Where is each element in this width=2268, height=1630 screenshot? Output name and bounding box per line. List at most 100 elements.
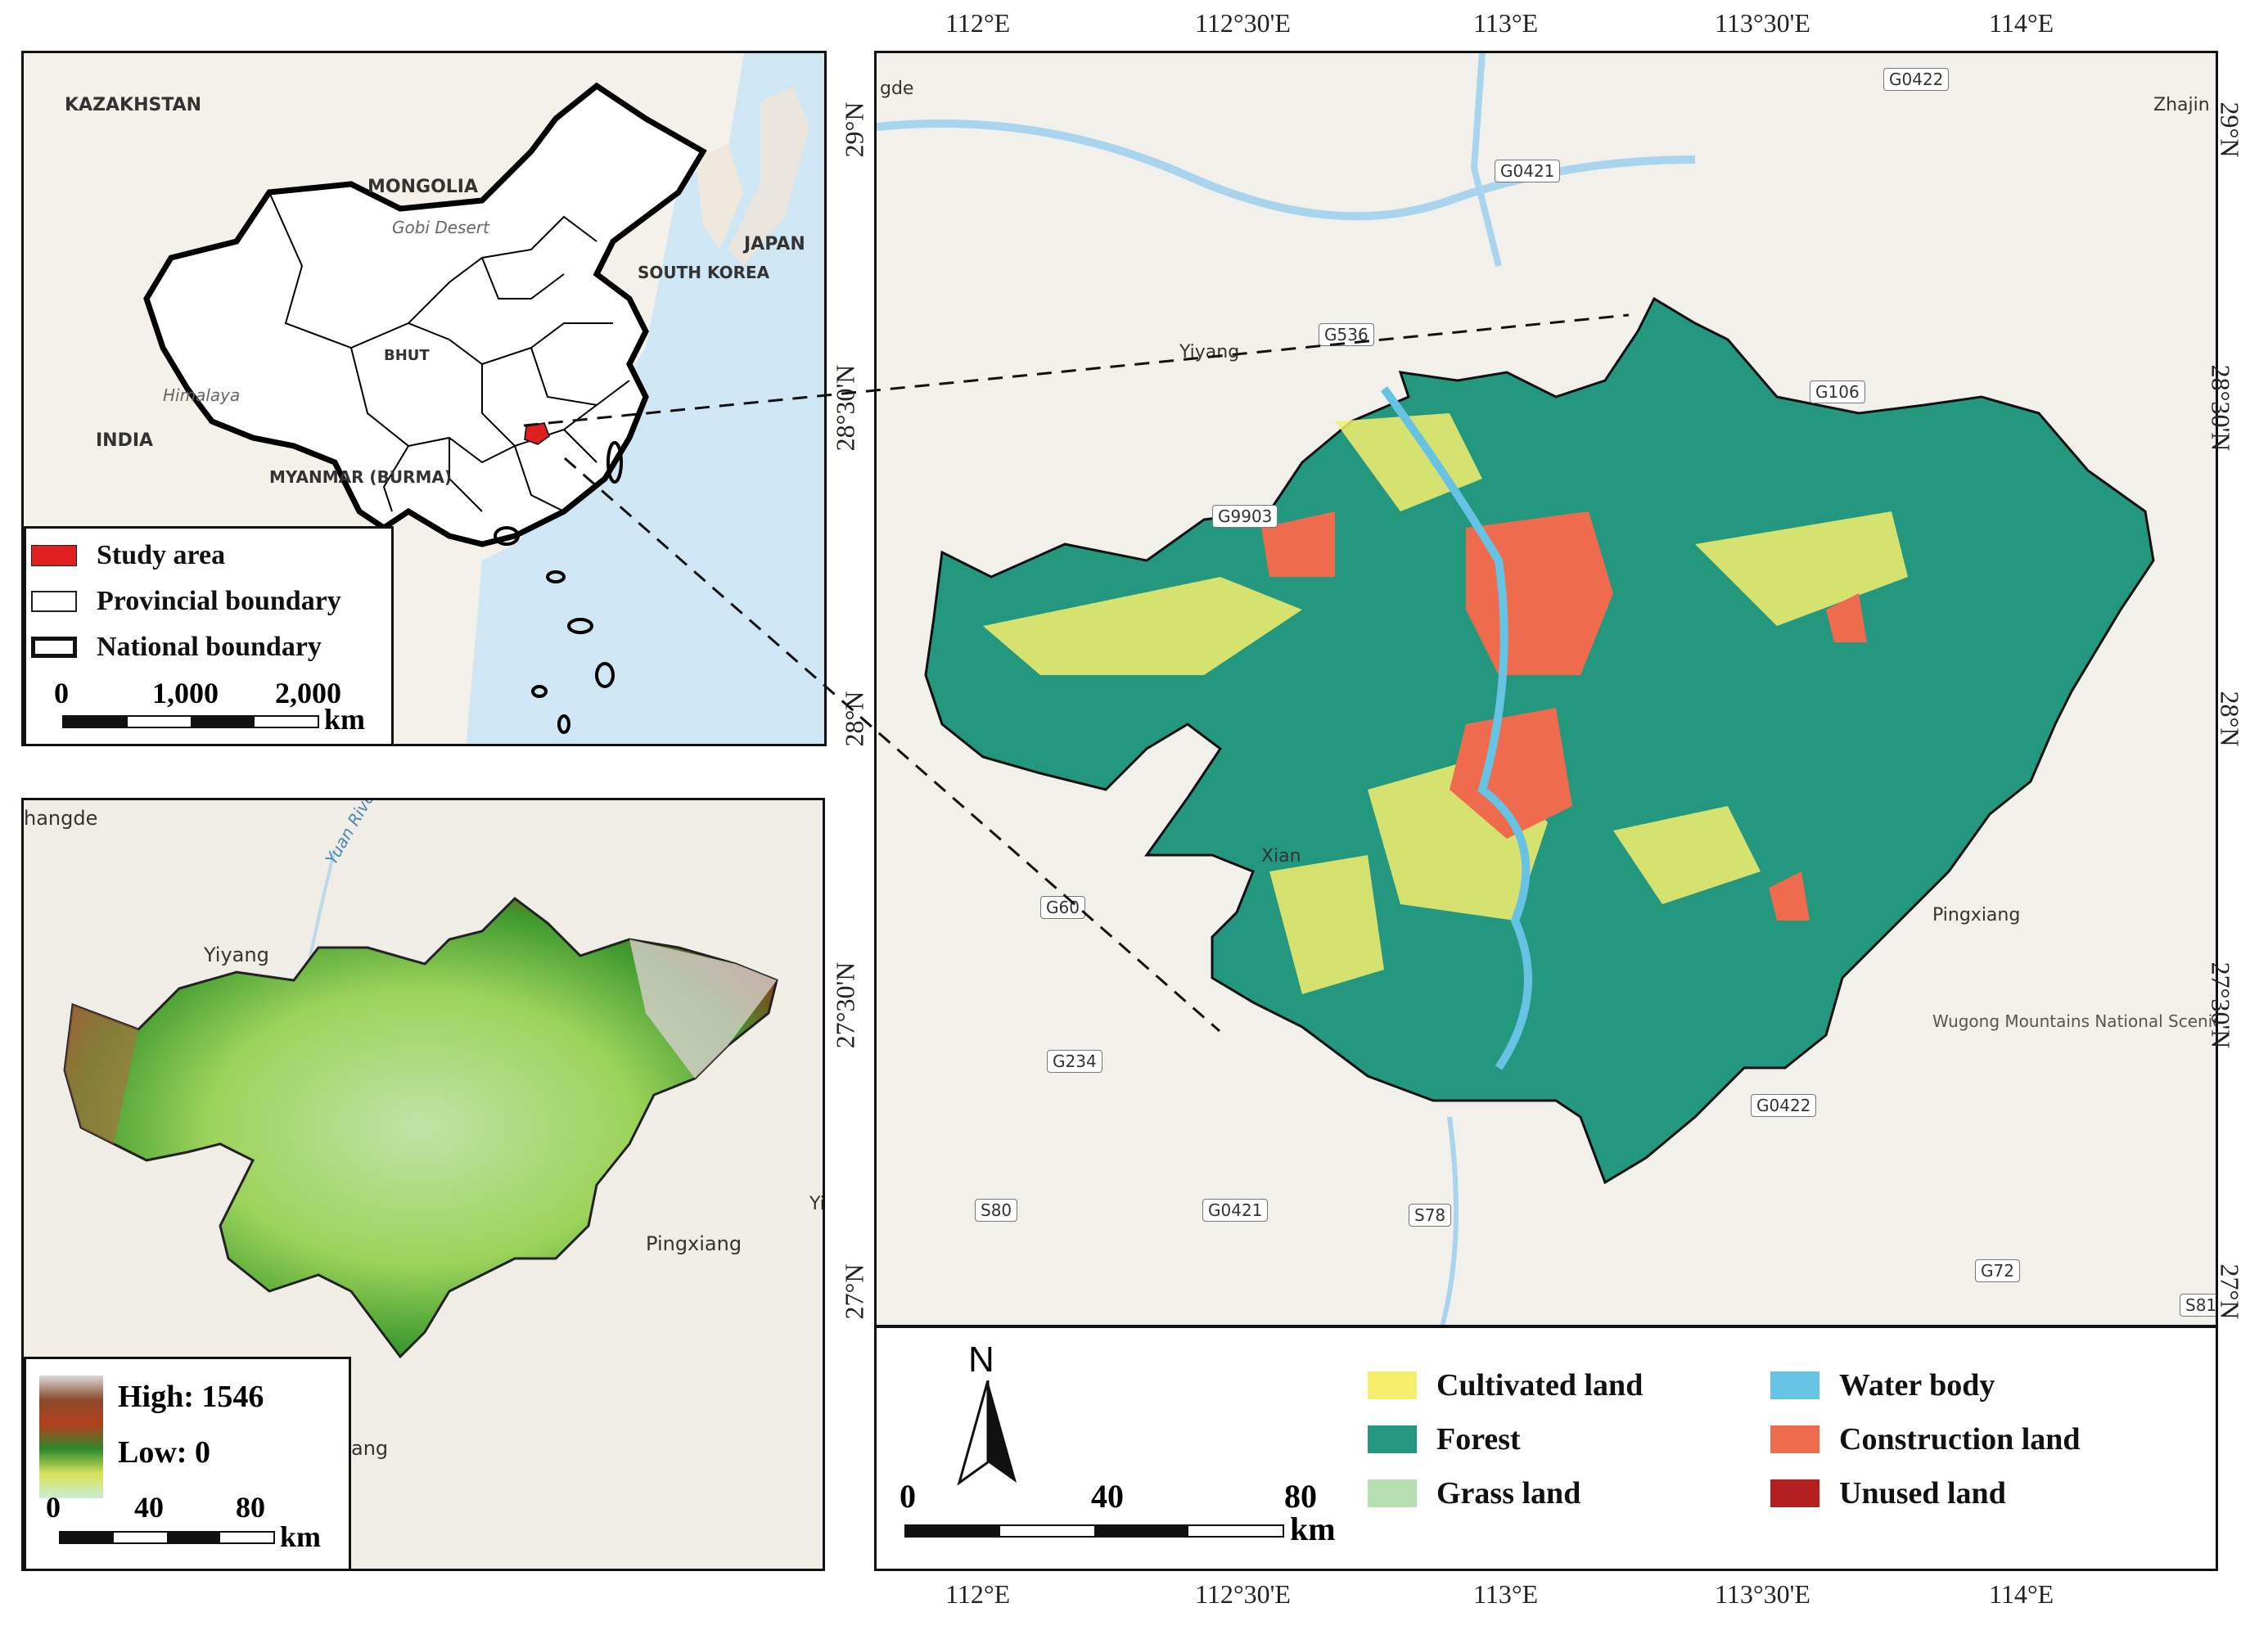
swatch-cultivated (1368, 1371, 1417, 1399)
left-lat-tick-0: 29°N (839, 101, 869, 158)
road-s81: S81 (2180, 1294, 2216, 1317)
legend-forest-label: Forest (1436, 1422, 1521, 1457)
main-label-pingxiang: Pingxiang (1932, 905, 2020, 925)
main-scale-unit: km (1290, 1511, 1336, 1547)
dem-legend-high: High: 1546 (118, 1380, 264, 1414)
label-kazakhstan: KAZAKHSTAN (65, 95, 201, 115)
china-scale-bar (62, 715, 319, 728)
dem-label-yi: Yi (809, 1194, 825, 1214)
legend-construction: Construction land (1770, 1421, 2081, 1457)
top-lon-tick-0: 112°E (945, 8, 1011, 38)
legend-provincial-label: Provincial boundary (97, 586, 341, 616)
legend-national: National boundary (31, 632, 322, 663)
dem-label-yiyang: Yiyang (203, 943, 269, 966)
china-scale-tick-0: 0 (54, 677, 69, 709)
legend-provincial: Provincial boundary (31, 586, 341, 617)
legend-cultivated: Cultivated land (1368, 1367, 1643, 1403)
china-scale-unit: km (324, 703, 366, 736)
main-scale-ticks: 0 40 80 (900, 1477, 1325, 1515)
main-label-xian: Xian (1261, 846, 1301, 867)
swatch-unused (1770, 1479, 1819, 1507)
legend-unused: Unused land (1770, 1475, 2006, 1511)
main-label-gde: gde (880, 79, 913, 99)
legend-grass-label: Grass land (1436, 1476, 1581, 1511)
dem-scale-ticks: 0 40 80 (46, 1490, 324, 1524)
left-lat-tick-3: 27°30'N (830, 961, 860, 1049)
dem-legend: High: 1546 Low: 0 0 40 80 km (24, 1357, 351, 1569)
dem-scale-tick-0: 0 (46, 1491, 61, 1524)
dem-scale-unit: km (280, 1520, 322, 1553)
right-lat-tick-4: 27°N (2215, 1263, 2245, 1320)
legend-cultivated-label: Cultivated land (1436, 1368, 1644, 1403)
legend-national-label: National boundary (97, 632, 322, 662)
main-scale-bar (904, 1524, 1284, 1538)
swatch-water (1770, 1371, 1819, 1399)
legend-water: Water body (1770, 1367, 1995, 1403)
dem-label-hangde: hangde (24, 807, 97, 830)
swatch-grass (1368, 1479, 1417, 1507)
label-bhut: BHUT (384, 347, 430, 364)
road-s80: S80 (975, 1199, 1018, 1222)
dem-label-ang: ang (351, 1437, 388, 1460)
legend-study-area-label: Study area (97, 540, 226, 570)
road-g0421-south: G0421 (1202, 1199, 1269, 1222)
bottom-lon-tick-3: 113°30'E (1715, 1579, 1810, 1609)
landuse-legend-panel: N 0 40 80 km Cultivated land Forest Gras… (874, 1326, 2218, 1571)
label-gobi: Gobi Desert (392, 218, 490, 237)
china-scale-tick-2: 2,000 (275, 677, 341, 709)
swatch-provincial (31, 591, 77, 612)
road-g106: G106 (1810, 380, 1865, 403)
dem-legend-low: Low: 0 (118, 1435, 210, 1470)
top-lon-tick-3: 113°30'E (1715, 8, 1810, 38)
legend-forest: Forest (1368, 1421, 1521, 1457)
dem-inset: hangde Yiyang Pingxiang Yuan River ang Y… (21, 798, 825, 1571)
label-mongolia: MONGOLIA (367, 177, 478, 197)
main-label-yiyang: Yiyang (1179, 342, 1239, 362)
left-lat-tick-4: 27°N (839, 1263, 869, 1320)
dem-label-pingxiang: Pingxiang (646, 1232, 742, 1255)
dem-elevation-ramp (39, 1376, 103, 1498)
china-overview-inset: KAZAKHSTAN MONGOLIA JAPAN SOUTH KOREA IN… (21, 51, 827, 746)
swatch-national (31, 637, 77, 658)
china-scale-ticks: 0 1,000 2,000 (54, 676, 365, 709)
bottom-lon-tick-0: 112°E (945, 1579, 1011, 1609)
north-arrow-label: N (968, 1340, 994, 1380)
label-myanmar: MYANMAR (BURMA) (269, 467, 452, 487)
right-lat-tick-0: 29°N (2215, 101, 2245, 158)
main-label-zhajin: Zhajin (2153, 95, 2210, 115)
road-g60: G60 (1040, 896, 1085, 919)
legend-water-label: Water body (1839, 1368, 1995, 1403)
left-lat-tick-2: 28°N (839, 691, 869, 747)
swatch-forest (1368, 1425, 1417, 1453)
label-himalaya: Himalaya (163, 385, 240, 405)
left-lat-tick-1: 28°30'N (830, 364, 860, 452)
right-lat-tick-2: 28°N (2215, 691, 2245, 747)
china-scale-tick-1: 1,000 (152, 677, 219, 709)
top-lon-tick-4: 114°E (1989, 8, 2054, 38)
legend-construction-label: Construction land (1839, 1422, 2081, 1457)
bottom-lon-tick-2: 113°E (1473, 1579, 1539, 1609)
main-scale-tick-2: 80 (1284, 1478, 1317, 1515)
landuse-main-map: gde Zhajin Yiyang Xian Pingxiang Wugong … (874, 51, 2218, 1327)
road-g72: G72 (1975, 1259, 2020, 1282)
road-g9903: G9903 (1212, 505, 1278, 528)
right-lat-tick-3: 27°30'N (2206, 961, 2236, 1049)
landuse-map-canvas: gde Zhajin Yiyang Xian Pingxiang Wugong … (877, 53, 2218, 1325)
label-south-korea: SOUTH KOREA (638, 263, 770, 282)
top-lon-tick-2: 113°E (1473, 8, 1539, 38)
road-s78: S78 (1409, 1204, 1452, 1227)
road-g0422-north: G0422 (1883, 68, 1950, 91)
road-g536: G536 (1319, 323, 1374, 346)
main-label-wugong: Wugong Mountains National Scenic Area (1932, 1011, 2218, 1031)
china-inset-legend: Study area Provincial boundary National … (24, 526, 394, 744)
legend-study-area: Study area (31, 540, 225, 571)
road-g0422-south: G0422 (1751, 1094, 1817, 1117)
bottom-lon-tick-4: 114°E (1989, 1579, 2054, 1609)
label-india: INDIA (96, 430, 153, 451)
swatch-construction (1770, 1425, 1819, 1453)
top-lon-tick-1: 112°30'E (1195, 8, 1291, 38)
swatch-study-area (31, 545, 77, 566)
dem-scale-bar (59, 1531, 275, 1544)
legend-unused-label: Unused land (1839, 1476, 2006, 1511)
dem-scale-tick-1: 40 (134, 1491, 164, 1524)
